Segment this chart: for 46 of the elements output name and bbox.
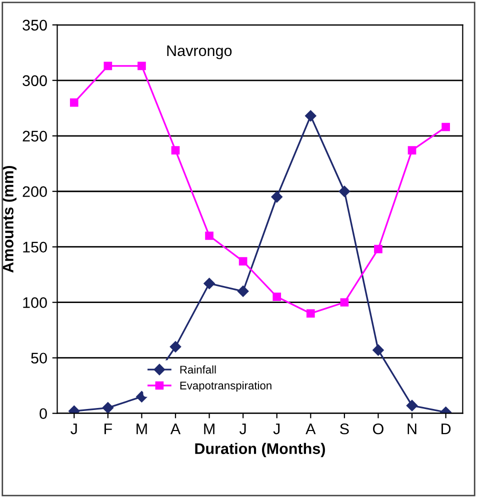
point <box>138 62 146 70</box>
x-tick-label: D <box>442 424 451 434</box>
point <box>204 278 215 290</box>
point <box>171 146 180 154</box>
point <box>102 402 114 414</box>
y-tick-label: 100 <box>23 297 47 308</box>
x-tick-label: A <box>170 424 181 434</box>
x-tick-label: O <box>373 423 384 434</box>
point <box>406 400 418 412</box>
x-axis-title: Duration (Months) <box>195 442 325 458</box>
point <box>238 257 248 266</box>
y-tick-label: 150 <box>23 242 47 253</box>
point <box>271 191 282 203</box>
point <box>272 292 282 301</box>
text: Navrongo <box>167 45 232 60</box>
point <box>408 146 416 154</box>
x-tick-label: J <box>239 424 246 434</box>
legend-label: Evapotranspiration <box>180 381 272 392</box>
x-tick-label: M <box>204 424 214 434</box>
y-tick-label: 200 <box>22 186 47 198</box>
y-tick-label: 0 <box>40 408 47 420</box>
x-tick-label: J <box>70 424 77 434</box>
point <box>338 186 350 197</box>
y-tick-label: 300 <box>22 75 47 86</box>
point <box>340 298 349 307</box>
x-tick-label: M <box>136 424 147 434</box>
point <box>237 286 249 297</box>
y-tick-label: 50 <box>31 352 47 364</box>
point <box>442 122 450 132</box>
point <box>305 110 316 122</box>
x-tick-label: F <box>104 424 112 434</box>
legend-label: Rainfall <box>180 365 216 374</box>
x-tick-label: S <box>340 423 349 434</box>
y-axis-title: Amounts (mm) <box>2 166 16 273</box>
point <box>70 98 78 107</box>
point <box>374 244 382 254</box>
point <box>170 341 182 352</box>
point <box>205 232 214 240</box>
point <box>104 62 112 70</box>
x-tick-label: N <box>408 424 416 434</box>
y-tick-label: 250 <box>22 130 47 142</box>
point <box>306 309 315 318</box>
y-tick-label: 350 <box>22 20 47 31</box>
x-tick-label: A <box>306 424 316 434</box>
point <box>372 344 384 356</box>
x-tick-label: J <box>273 424 280 434</box>
